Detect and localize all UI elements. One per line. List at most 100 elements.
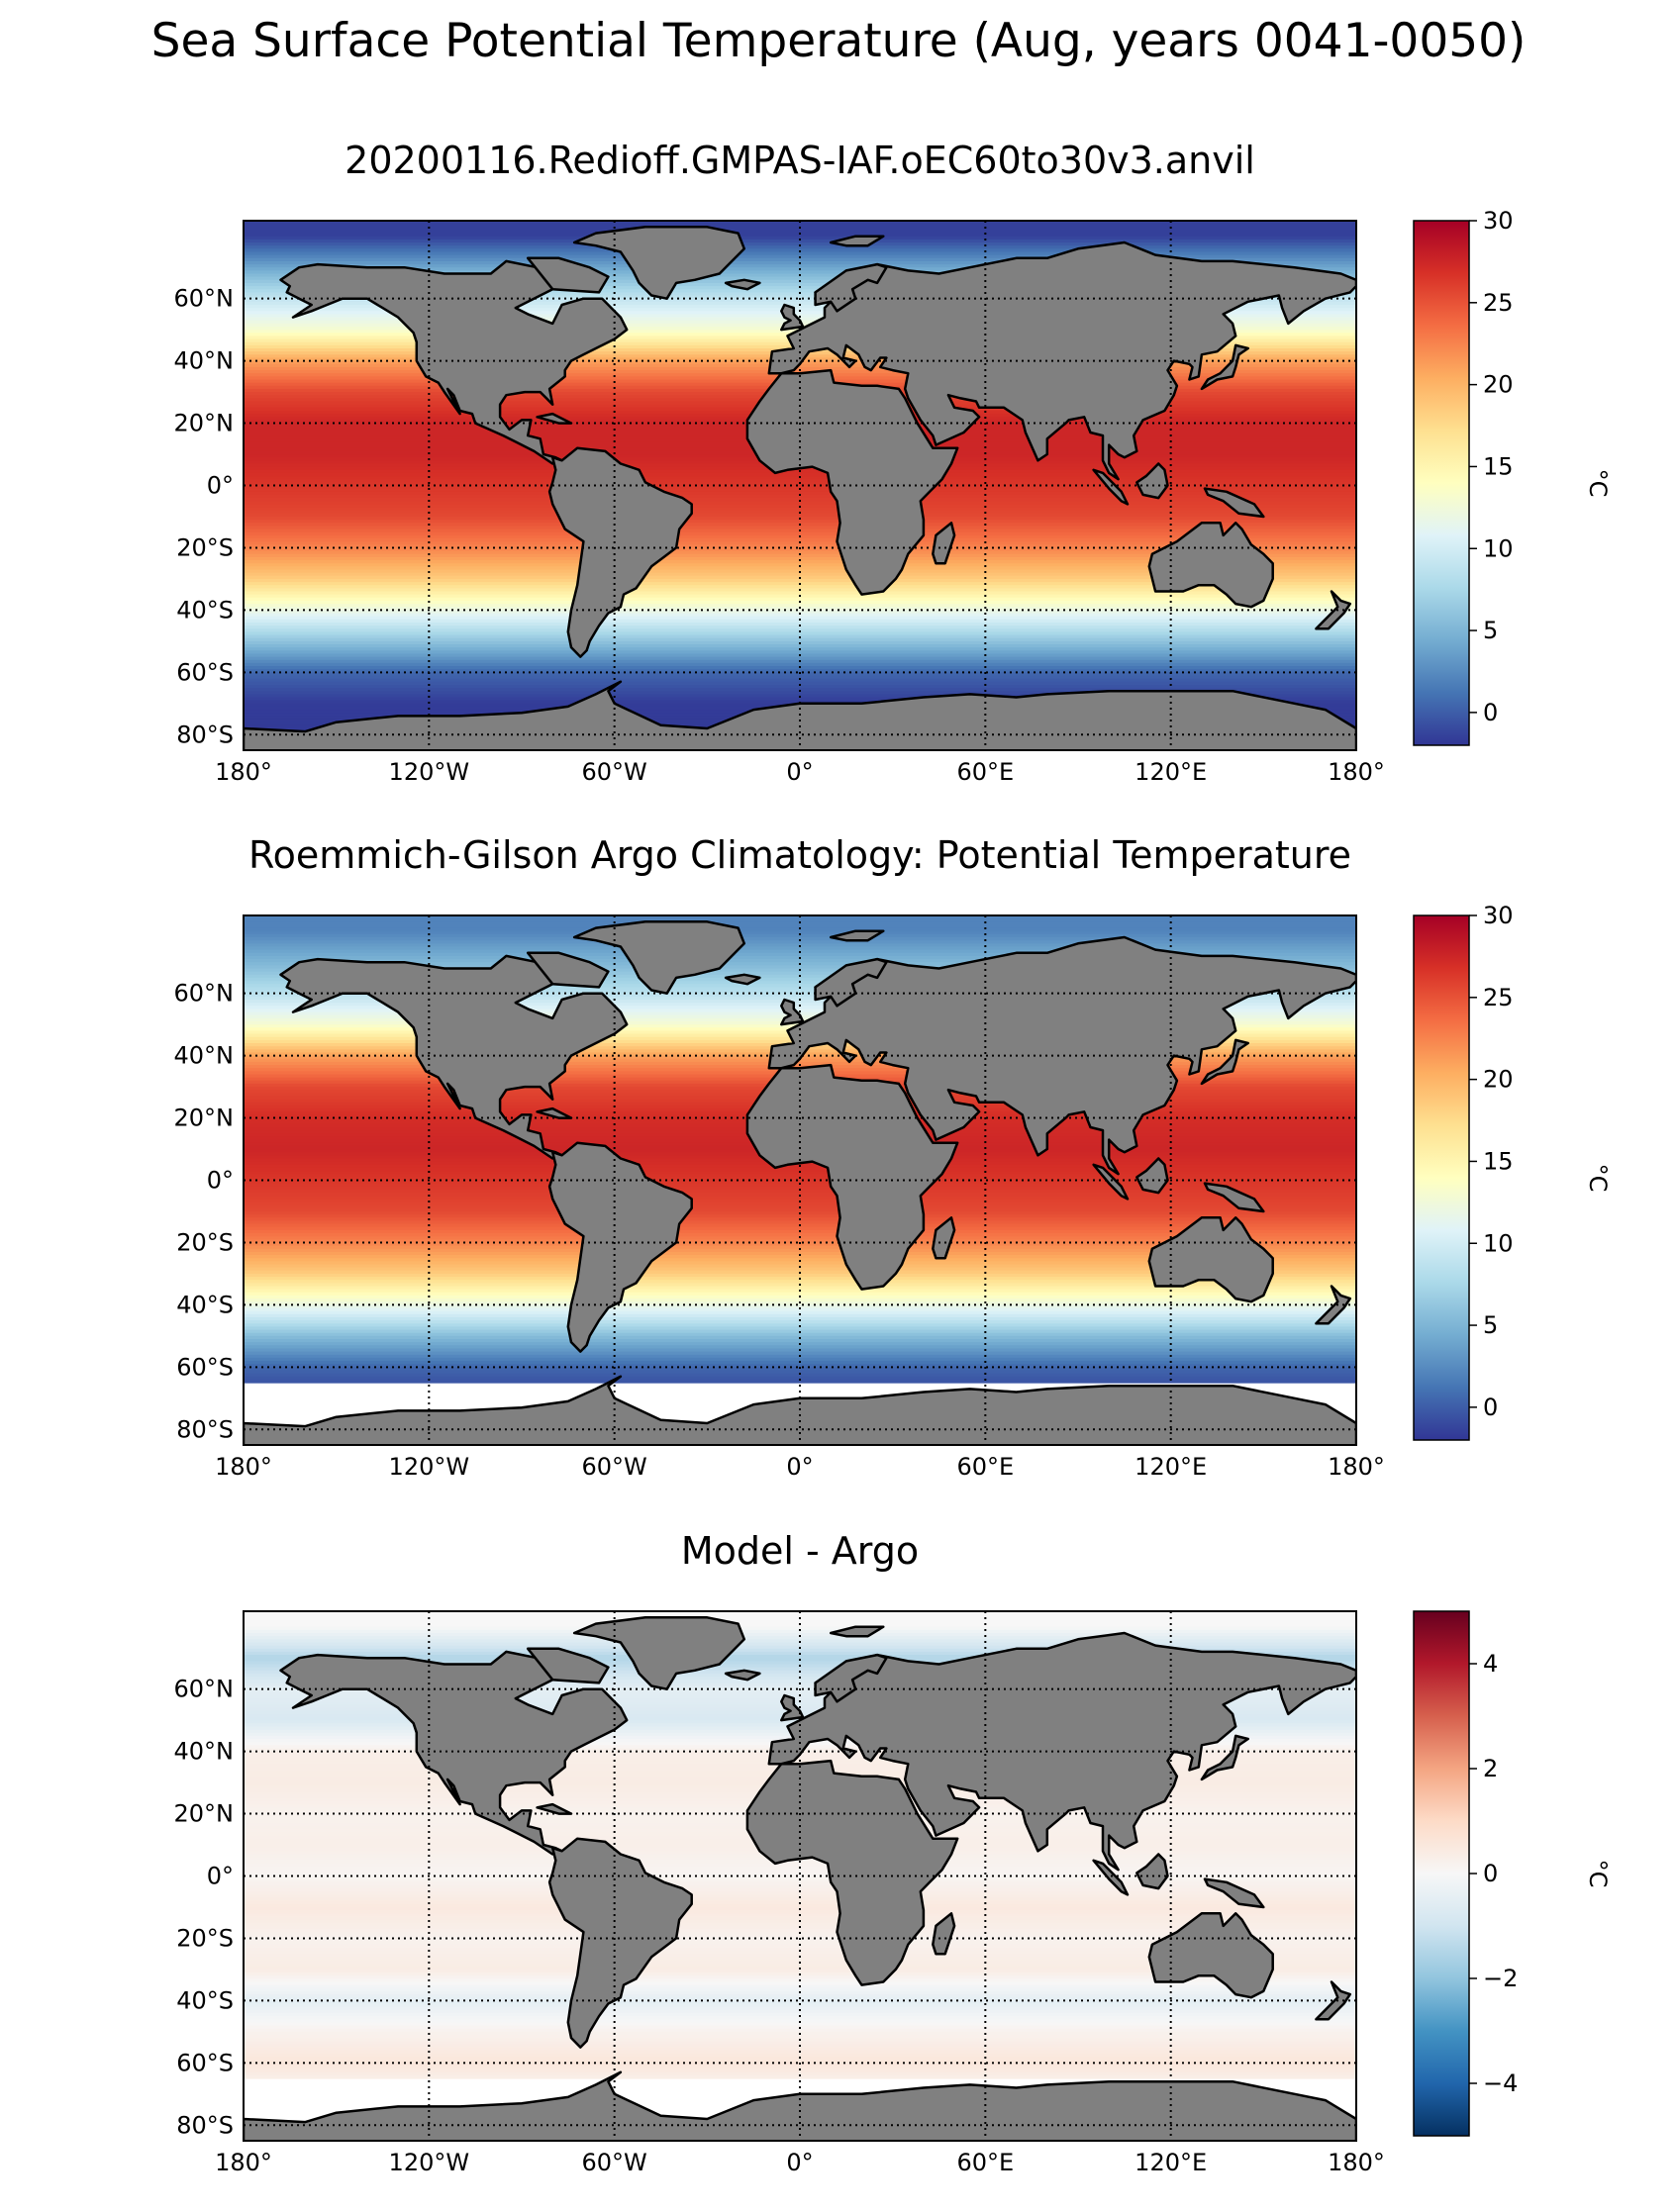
field-band [244,2022,1356,2027]
field-band [244,999,1356,1004]
x-tick-label: 120°E [1134,1453,1207,1481]
y-tick-label: 40°S [176,1986,234,2014]
land-north-america [279,954,629,1160]
field-band [244,678,1356,683]
field-band [244,604,1356,608]
field-band [244,1245,1356,1250]
y-tick-label: 60°N [174,1676,235,1703]
y-tick-label: 60°S [176,1353,234,1381]
field-band [244,971,1356,976]
field-band [244,224,1356,228]
y-tick-label: 60°N [174,285,235,313]
field-band [244,1307,1356,1312]
model-sst-map: 180° 120°W 60°W 0° 60°E 120°E 180° 60°N 40°N 20°N… [174,220,1385,786]
field-band [244,1633,1356,1637]
field-band [244,1673,1356,1678]
field-band [244,1969,1356,1973]
field-band [244,952,1356,957]
field-band [244,1280,1356,1284]
y-tick-label: 0° [207,472,234,500]
y-tick-label: 40°N [174,1042,235,1070]
field-band [244,672,1356,677]
field-band [244,295,1356,300]
land-south-america [547,1837,693,2049]
land-eurasia [767,240,1356,481]
land-south-america [547,446,693,658]
y-tick-label: 0° [207,1863,234,1890]
field-band [244,1202,1356,1206]
x-tick-label: 180° [215,758,272,786]
argo-climatology-map: 180° 120°W 60°W 0° 60°E 120°E 180° 60°N 40°N 20°N… [174,914,1385,1481]
field-band [244,1620,1356,1625]
field-band [244,553,1356,558]
field-band [244,1196,1356,1200]
field-band [244,1878,1356,1883]
field-band [244,921,1356,926]
field-band [244,1273,1356,1278]
land-north-america [279,259,629,465]
x-tick-label: 120°W [389,2149,470,2176]
y-tick-label: 60°S [176,2049,234,2076]
field-band [244,276,1356,281]
field-band [244,1891,1356,1895]
field-band [244,1941,1356,1946]
x-tick-label: 120°W [389,758,470,786]
field-band [244,2053,1356,2058]
y-tick-label: 20°N [174,410,235,437]
field-band [244,289,1356,293]
land-layer [244,920,1356,1445]
field-band [244,239,1356,243]
field-band [244,531,1356,536]
field-band [244,560,1356,564]
field-band [244,538,1356,542]
field-band [244,1987,1356,1992]
field-band [244,1761,1356,1765]
field-band [244,2068,1356,2073]
x-tick-label: 120°E [1134,2149,1207,2176]
field-band [244,572,1356,577]
field-band [244,619,1356,624]
field-band [244,308,1356,312]
map-frame [243,914,1357,1446]
colorbar-tick-label: −2 [1483,1965,1518,1992]
field-band [244,236,1356,240]
field-band [244,930,1356,935]
field-band [244,578,1356,583]
field-band [244,544,1356,549]
colorbar-tick-label: 25 [1483,289,1514,317]
land-madagascar [932,1216,956,1260]
x-tick-label: 180° [215,2149,272,2176]
colorbar-gradient [1413,220,1470,746]
field-band [244,1870,1356,1874]
field-band [244,993,1356,998]
field-band [244,491,1356,496]
panel-1-title: 20200116.Redioff.GMPAS-IAF.oEC60to30v3.a… [345,139,1255,182]
y-tick-label: 80°S [176,721,234,748]
field-band [244,688,1356,692]
field-band [244,669,1356,673]
field-band [244,1938,1356,1943]
field-band [244,507,1356,512]
field-band [244,472,1356,477]
colorbar-tick-label: 10 [1483,1229,1514,1257]
x-tick-label: 60°W [582,2149,647,2176]
x-tick-label: 120°E [1134,758,1207,786]
field-band [244,1614,1356,1618]
field-band [244,1364,1356,1368]
land-new-guinea [1203,1877,1265,1909]
field-band [244,526,1356,530]
land-iceland [724,278,761,291]
y-tick-label: 40°S [176,596,234,624]
field-band [244,479,1356,483]
field-band [244,2028,1356,2033]
land-eurasia [767,935,1356,1176]
field-band [244,1345,1356,1350]
map-frame [243,1610,1357,2142]
field-band [244,2066,1356,2070]
field-band [244,650,1356,655]
field-band [244,2074,1356,2079]
field-band [244,2016,1356,2020]
field-band [244,1351,1356,1356]
field-band [244,1301,1356,1305]
field-band [244,1863,1356,1868]
